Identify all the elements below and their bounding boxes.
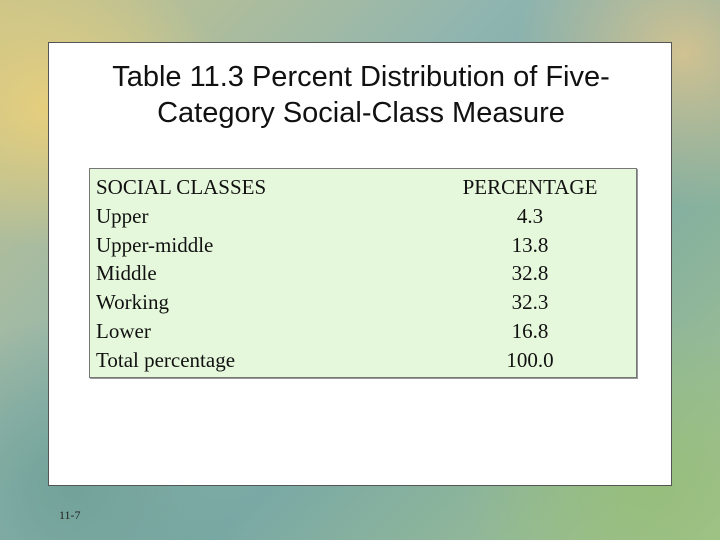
column-header-percentage: PERCENTAGE — [462, 175, 598, 199]
slide-title: Table 11.3 Percent Distribution of Five-… — [49, 59, 673, 131]
class-label: Working — [96, 290, 169, 315]
column-header-social-classes: SOCIAL CLASSES — [96, 175, 267, 199]
social-classes-column: SOCIAL CLASSES Upper Upper-middle Middle… — [96, 173, 396, 375]
slide-number: 11-7 — [59, 508, 81, 522]
percentage-value: 100.0 — [506, 347, 554, 372]
title-line-2: Category Social-Class Measure — [157, 97, 565, 129]
percentage-value: 16.8 — [511, 318, 549, 343]
percentage-value: 13.8 — [511, 232, 549, 257]
class-label: Middle — [96, 261, 157, 286]
percentage-value: 4.3 — [516, 203, 544, 228]
percentage-value: 32.8 — [511, 261, 549, 286]
class-label: Lower — [96, 318, 151, 343]
title-line-1: Table 11.3 Percent Distribution of Five- — [112, 61, 610, 93]
slide-panel: Table 11.3 Percent Distribution of Five-… — [48, 42, 673, 522]
class-label: Upper-middle — [96, 232, 214, 257]
class-label: Upper — [96, 203, 149, 228]
class-label: Total percentage — [96, 347, 236, 372]
percentage-value: 32.3 — [511, 290, 549, 315]
distribution-table: SOCIAL CLASSES Upper Upper-middle Middle… — [89, 168, 637, 378]
percentage-column: PERCENTAGE 4.3 13.8 32.8 32.3 16.8 100.0 — [440, 173, 620, 375]
